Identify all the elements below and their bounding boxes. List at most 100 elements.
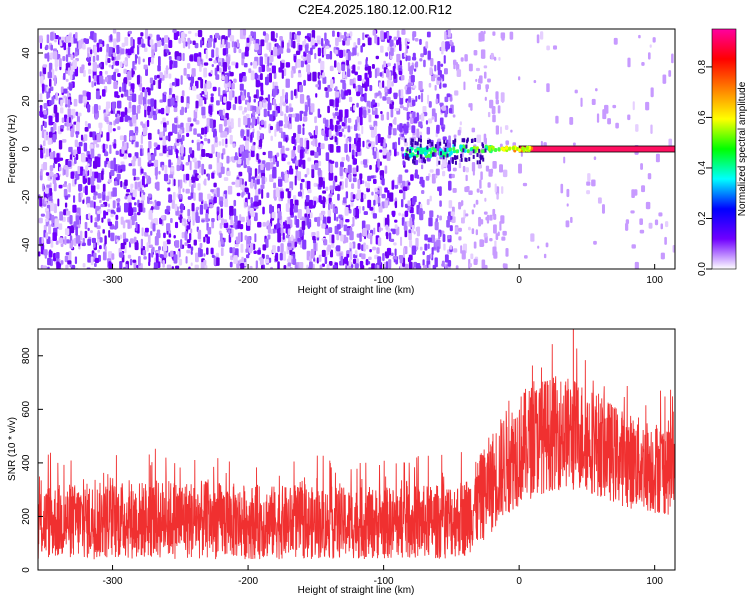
spectrogram-cell (411, 99, 416, 107)
spectrogram-cell (483, 232, 488, 238)
spectrogram-cell (468, 190, 473, 196)
spectrogram-cell (141, 87, 146, 93)
spectrogram-cell (448, 135, 451, 145)
spectrogram-cell (58, 184, 63, 189)
spectrogram-cell (604, 104, 609, 114)
spectrogram-cell (178, 138, 182, 143)
spectrogram-cell (196, 94, 201, 100)
spectrogram-cell (132, 84, 135, 93)
spectrogram-cell (392, 256, 398, 260)
spectrogram-cell (127, 48, 132, 56)
spectrogram-cell (190, 262, 193, 267)
spectrogram-cell (454, 160, 457, 165)
spectrogram-cell (306, 64, 311, 73)
spectrogram-cell (191, 210, 197, 221)
spectrogram-cell (248, 68, 252, 74)
spectrogram-cell (306, 180, 311, 191)
spectrogram-cell (144, 88, 148, 99)
signal-onset-cell (427, 153, 431, 158)
spectrogram-cell (267, 94, 271, 104)
spectrogram-cell (359, 260, 364, 268)
spectrogram-cell (308, 133, 313, 137)
spectrogram-cell (197, 29, 203, 38)
spectrogram-cell (242, 75, 247, 82)
spectrogram-cell (354, 85, 359, 92)
spectrogram-cell (174, 203, 178, 212)
spectrogram-cell (413, 160, 416, 165)
spectrogram-cell (212, 86, 217, 92)
spectrogram-cell (259, 101, 263, 110)
spectrogram-cell (274, 81, 278, 86)
spectrogram-cell (170, 162, 174, 166)
spectrogram-cell (348, 258, 352, 267)
spectrogram-cell (150, 83, 154, 91)
spectrogram-cell (411, 197, 416, 205)
spectrogram-cell (352, 194, 356, 200)
spectrogram-cell (460, 57, 464, 62)
spectrogram-cell (323, 239, 328, 246)
spectrogram-cell (566, 188, 570, 198)
spectrogram-cell (373, 120, 378, 127)
spectrogram-cell (247, 101, 251, 111)
spectrogram-cell (458, 236, 462, 241)
spectrogram-cell (168, 131, 173, 136)
spectrogram-cell (336, 245, 341, 252)
spectrogram-cell (173, 106, 178, 113)
spectrogram-cell (429, 210, 434, 218)
spectrogram-cell (175, 95, 179, 103)
spectrogram-cell (418, 208, 423, 216)
spectrogram-cell (263, 120, 267, 129)
spectrogram-cell (249, 125, 252, 130)
spectrogram-cell (104, 70, 108, 75)
spectrogram-cell (485, 165, 490, 172)
spectrogram-cell (165, 105, 170, 114)
spectrogram-cell (448, 200, 453, 209)
spectrogram-cell (98, 105, 101, 111)
spectrogram-cell (625, 219, 630, 225)
spectrogram-cell (185, 162, 190, 166)
spectrogram-cell (434, 221, 439, 231)
spectrogram-cell (320, 60, 325, 71)
spectrogram-cell (53, 182, 57, 192)
spectrogram-cell (334, 175, 338, 183)
spectrogram-cell (64, 202, 68, 208)
spectrogram-cell (380, 114, 384, 121)
spectrogram-cell (328, 172, 334, 181)
spectrogram-cell (404, 85, 408, 90)
spectrogram-cell (216, 100, 220, 106)
spectrogram-cell (120, 242, 125, 250)
spectrogram-cell (253, 250, 257, 255)
spectrogram-cell (53, 106, 58, 114)
spectrogram-cell (398, 137, 401, 146)
spectrogram-cell (361, 220, 366, 230)
spectrogram-cell (572, 142, 576, 146)
spectrogram-cell (287, 190, 291, 199)
spectrogram-cell (164, 209, 169, 215)
spectrogram-cell (387, 46, 391, 51)
spectrogram-cell (334, 49, 338, 55)
spectrogram-cell (426, 31, 431, 38)
spectrogram-cell (90, 49, 93, 55)
spectrogram-cell (206, 236, 210, 244)
spectrogram-cell (135, 113, 139, 120)
spectrogram-cell (72, 204, 77, 213)
spectrogram-cell (353, 208, 356, 217)
spectrogram-cell (328, 261, 333, 266)
spectrogram-cell (60, 36, 65, 41)
spectrogram-cell (167, 187, 171, 192)
spectrogram-cell (409, 66, 414, 75)
spectrogram-cell (78, 183, 83, 192)
spectrogram-cell (107, 203, 111, 208)
spectrogram-cell (68, 42, 72, 47)
spectrogram-cell (439, 200, 442, 207)
spectrogram-cell (267, 67, 272, 72)
spectrogram-x-label: Height of straight line (km) (298, 285, 415, 296)
spectrogram-cell (278, 141, 283, 149)
spectrogram-cell (237, 232, 242, 242)
spectrogram-cell (285, 94, 288, 99)
spectrogram-cell (75, 235, 81, 244)
spectrogram-cell (235, 179, 240, 188)
spectrogram-cell (124, 37, 129, 46)
spectrogram-cell (201, 219, 205, 223)
spectrogram-cell (64, 255, 69, 263)
